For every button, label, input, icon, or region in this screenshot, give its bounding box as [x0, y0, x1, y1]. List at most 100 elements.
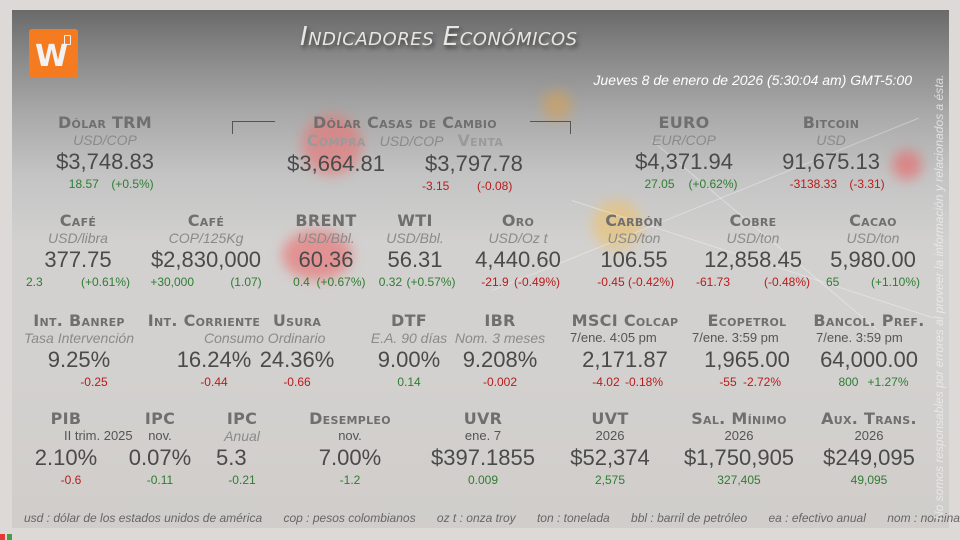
indicator-timestamp: 7/ene. 3:59 pm: [816, 330, 903, 345]
indicator-label: Int. Banrep: [33, 311, 125, 330]
indicator-change: -21.9 (-0.49%): [481, 275, 560, 289]
indicator-value: $2,830,000: [150, 247, 262, 272]
indicator-change: 0.009: [467, 473, 499, 487]
indicator-label: MSCI Colcap: [571, 311, 679, 330]
flag-red-icon: [0, 534, 5, 540]
indicator-ipc-mensual: IPC nov. 0.07% -0.11: [124, 410, 196, 488]
indicator-unit: Tasa Intervención: [24, 330, 134, 346]
indicator-change: +30,000 (1.07): [150, 275, 262, 289]
indicator-change: 49,095: [850, 473, 888, 487]
indicator-oro: Oro USD/Oz t 4,440.60 -21.9 (-0.49%): [468, 212, 568, 290]
indicator-label: Usura: [272, 311, 322, 330]
logo: W: [29, 29, 78, 78]
indicator-change: -3138.33 (-3.31): [789, 177, 885, 191]
bokeh-decoration: [302, 115, 362, 175]
indicator-carbon: Carbón USD/ton 106.55 -0.45 (-0.42%): [584, 212, 684, 290]
indicator-unit: USD/COP: [379, 133, 444, 149]
indicator-label: Aux. Trans.: [821, 409, 917, 428]
indicator-label: Cobre: [729, 211, 777, 230]
indicator-value: 1,965.00: [704, 347, 790, 372]
indicator-change: -0.25: [80, 375, 108, 389]
indicator-uvt: UVT 2026 $52,374 2,575: [560, 410, 660, 488]
indicators-panel: [12, 10, 949, 528]
indicator-unit: Consumo Ordinario: [204, 330, 326, 346]
indicator-unit: USD/ton: [846, 230, 900, 246]
indicator-value: 2.10%: [34, 445, 98, 470]
legend-item: usd : dólar de los estados unidos de amé…: [24, 511, 263, 525]
indicator-label: PIB: [50, 409, 82, 428]
indicator-bancol-pref: Bancol. Pref. 7/ene. 3:59 pm 64,000.00 8…: [810, 312, 928, 390]
indicator-value: 9.208%: [462, 347, 538, 372]
indicator-change: 2.3 (+0.61%): [25, 275, 131, 289]
flag-green-icon: [7, 534, 12, 540]
indicator-int-corriente: Int. Corriente Consumo Ordinario 16.24% …: [144, 311, 326, 390]
indicator-label: Oro: [501, 211, 535, 230]
indicator-dtf: DTF E.A. 90 días 9.00% 0.14: [366, 312, 452, 390]
bokeh-decoration: [542, 90, 572, 120]
indicator-label: UVT: [591, 409, 629, 428]
indicator-unit: ene. 7: [464, 428, 502, 443]
indicator-change: -3.15 (-0.08): [422, 179, 513, 193]
indicator-unit: Nom. 3 meses: [454, 330, 546, 346]
indicator-value: 7.00%: [318, 445, 382, 470]
indicator-unit: Anual: [224, 428, 260, 444]
indicator-label: Café: [59, 211, 97, 230]
indicator-wti: WTI USD/Bbl. 56.31 0.32 (+0.57%): [372, 212, 458, 290]
indicator-change: 27.05 (+0.62%): [644, 177, 738, 191]
indicator-change: 0.14: [397, 375, 421, 389]
indicator-usura: Usura 24.36% -0.66: [254, 312, 340, 390]
indicator-bitcoin: Bitcoin USD 91,675.13 -3138.33 (-3.31): [770, 114, 892, 192]
indicator-dolar-casas-cambio: Dólar Casas de Cambio Compra USD/COP Ven…: [270, 114, 540, 194]
indicator-unit: USD/Bbl.: [297, 230, 355, 246]
indicator-change: 327,405: [717, 473, 761, 487]
casas-values: $3,664.81 $3,797.78: [270, 150, 540, 178]
candlestick-icon: [64, 35, 71, 45]
indicator-unit: COP/125Kg: [168, 230, 244, 246]
indicator-timestamp: 7/ene. 3:59 pm: [692, 330, 779, 345]
indicator-uvr: UVR ene. 7 $397.1855 0.009: [424, 410, 542, 488]
indicator-label: Carbón: [605, 211, 663, 230]
indicator-value: 56.31: [387, 247, 443, 272]
indicator-change: -0.66: [283, 375, 311, 389]
indicator-label: Int. Corriente: [147, 311, 261, 330]
indicator-label: Desempleo: [309, 409, 391, 428]
indicator-unit: USD: [816, 132, 846, 148]
bracket-right: [530, 121, 571, 134]
indicator-label: Sal. Mínimo: [691, 409, 787, 428]
indicator-unit: [254, 330, 340, 346]
bokeh-decoration: [282, 230, 352, 280]
indicator-change: 18.57 (+0.5%): [68, 177, 154, 191]
indicator-change: -0.6: [60, 473, 82, 487]
indicator-label: IPC: [226, 409, 258, 428]
indicator-label: Dólar Casas de Cambio: [313, 113, 497, 132]
indicator-value: 64,000.00: [820, 347, 918, 372]
indicator-brent: BRENT USD/Bbl. 60.36 0.4 (+0.67%): [284, 212, 368, 290]
indicator-label: UVR: [463, 409, 503, 428]
indicator-value: 5.3: [216, 445, 247, 470]
indicator-value: $1,750,905: [683, 445, 795, 470]
indicator-cafe-cop: Café COP/125Kg $2,830,000 +30,000 (1.07): [142, 212, 270, 290]
indicator-salario-minimo: Sal. Mínimo 2026 $1,750,905 327,405: [674, 410, 804, 488]
indicator-change: 65 (+1.10%): [825, 275, 921, 289]
indicator-pib: PIB II trim. 2025 2.10% -0.6: [24, 409, 133, 488]
bracket-left: [232, 121, 275, 134]
indicator-value: 5,980.00: [830, 247, 916, 272]
indicator-unit: 2026: [724, 428, 754, 443]
indicator-aux-transporte: Aux. Trans. 2026 $249,095 49,095: [812, 410, 926, 488]
indicator-value: $3,748.83: [56, 149, 154, 174]
indicator-value: $52,374: [570, 445, 650, 470]
legend-item: nom : nominal: [887, 511, 960, 525]
indicator-value: 60.36: [298, 247, 354, 272]
indicator-label: DTF: [390, 311, 428, 330]
indicator-dolar-trm: Dólar TRM USD/COP $3,748.83 18.57 (+0.5%): [40, 114, 170, 192]
indicator-change: -55 -2.72%: [719, 375, 782, 389]
disclaimer: No somos responsables por errores al pro…: [932, 74, 946, 520]
indicator-label: Dólar TRM: [57, 113, 153, 132]
indicator-label: IBR: [484, 311, 516, 330]
indicator-value: 9.00%: [377, 347, 441, 372]
indicator-ipc-anual: IPC Anual 5.3 -0.21: [210, 410, 274, 488]
bokeh-decoration: [592, 200, 642, 250]
indicator-unit: E.A. 90 días: [370, 330, 448, 346]
date-time: Jueves 8 de enero de 2026 (5:30:04 am) G…: [593, 72, 912, 88]
legend-item: ton : tonelada: [536, 511, 610, 525]
